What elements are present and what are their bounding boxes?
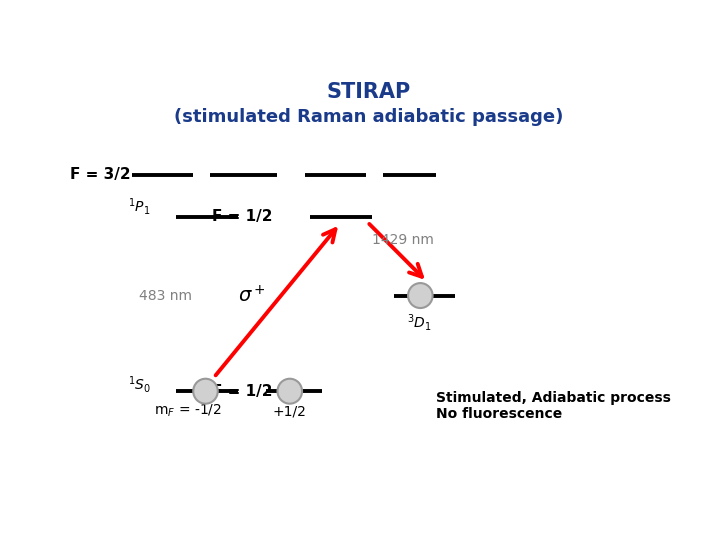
Text: (stimulated Raman adiabatic passage): (stimulated Raman adiabatic passage): [174, 108, 564, 126]
Text: 483 nm: 483 nm: [139, 288, 192, 302]
Text: $\sigma^+$: $\sigma^+$: [238, 285, 266, 306]
Text: STIRAP: STIRAP: [327, 82, 411, 102]
Text: F = 1/2: F = 1/2: [212, 384, 272, 399]
Text: 1429 nm: 1429 nm: [372, 233, 433, 247]
Text: Stimulated, Adiabatic process
No fluorescence: Stimulated, Adiabatic process No fluores…: [436, 390, 671, 421]
Text: m$_F$ = -1/2: m$_F$ = -1/2: [154, 403, 221, 420]
Text: $^1S_0$: $^1S_0$: [128, 374, 151, 395]
Text: +1/2: +1/2: [273, 404, 307, 418]
Text: $^3D_1$: $^3D_1$: [407, 312, 431, 333]
Text: F = 3/2: F = 3/2: [70, 167, 131, 183]
Ellipse shape: [277, 379, 302, 404]
Text: $^1P_1$: $^1P_1$: [128, 195, 150, 217]
Ellipse shape: [193, 379, 217, 404]
Ellipse shape: [408, 283, 433, 308]
Text: F = 1/2: F = 1/2: [212, 209, 272, 224]
